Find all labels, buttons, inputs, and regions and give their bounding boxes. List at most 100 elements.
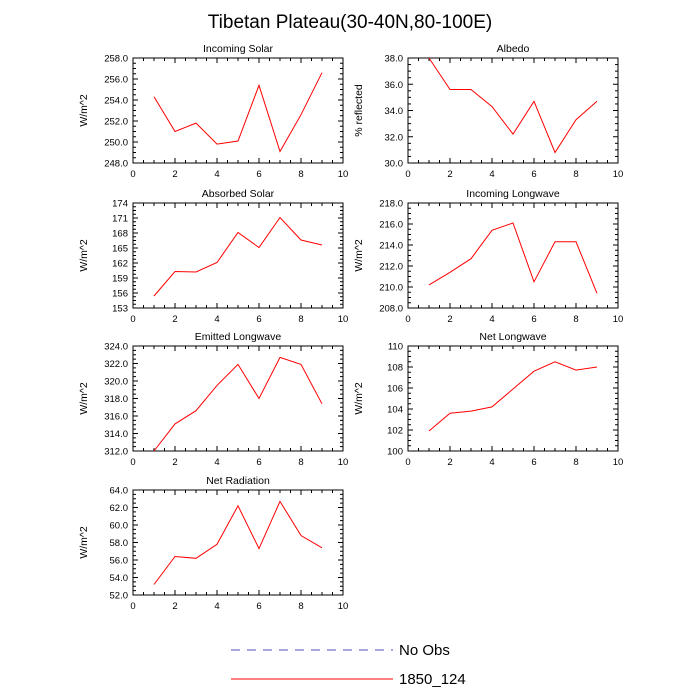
x-tick-label: 6 [531,169,536,180]
y-tick-label: 256.0 [104,75,128,86]
panel-emitted-longwave: Emitted Longwave W/m^2 0 2 4 6 8 10 312.0 314.0 31… [78,331,348,468]
x-tick-label: 4 [214,601,219,612]
series-line-1850-124 [153,216,323,297]
y-tick-label: 208.0 [379,304,403,315]
x-tick-label: 8 [573,457,578,468]
y-tick-label: 64.0 [110,486,129,497]
x-tick-label: 2 [172,169,177,180]
y-axis-label: W/m^2 [353,382,365,415]
x-tick-label: 10 [613,457,624,468]
panel-incoming-solar: Incoming Solar W/m^2 0 2 4 6 8 10 248.0 250.0 252.… [78,43,348,180]
x-tick-label: 0 [405,314,410,325]
y-tick-label: 324.0 [104,342,128,353]
y-tick-label: 218.0 [379,199,403,210]
panel-title: Net Radiation [206,475,270,487]
legend-label: No Obs [399,642,450,659]
y-tick-label: 252.0 [104,117,128,128]
x-tick-label: 0 [405,457,410,468]
y-tick-label: 168 [112,229,128,240]
x-tick-label: 6 [531,457,536,468]
panel-net-radiation: Net Radiation W/m^2 0 2 4 6 8 10 52.0 54.0 56.0 58.… [78,475,348,612]
y-tick-label: 156 [112,289,128,300]
x-tick-label: 8 [298,601,303,612]
y-tick-label: 102 [387,426,403,437]
y-tick-label: 248.0 [104,159,128,170]
x-tick-label: 6 [531,314,536,325]
plot-frame [407,345,619,452]
x-tick-label: 2 [447,314,452,325]
panel-title: Absorbed Solar [202,188,275,200]
legend-label: 1850_124 [399,671,466,688]
x-tick-label: 0 [130,169,135,180]
x-tick-label: 6 [256,169,261,180]
x-tick-label: 4 [489,457,494,468]
panel-absorbed-solar: Absorbed Solar W/m^2 0 2 4 6 8 10 153 156 159 162 16… [78,188,348,325]
panel-incoming-longwave: Incoming Longwave W/m^2 0 2 4 6 8 10 208.0 210.0 2… [353,188,623,325]
legend: No Obs 1850_124 [231,642,466,688]
x-tick-label: 8 [573,314,578,325]
y-axis-label: W/m^2 [78,382,90,415]
y-tick-label: 106 [387,384,403,395]
series-line-1850-124 [153,500,323,585]
y-tick-label: 174 [112,199,128,210]
series-line-1850-124 [428,361,598,432]
x-tick-label: 4 [489,314,494,325]
y-axis-label: W/m^2 [353,239,365,272]
plot-frame [132,345,344,452]
x-tick-label: 2 [447,169,452,180]
x-tick-label: 0 [130,457,135,468]
panel-title: Incoming Longwave [466,188,560,200]
y-tick-label: 34.0 [385,106,404,117]
y-tick-label: 210.0 [379,283,403,294]
y-tick-label: 214.0 [379,241,403,252]
x-tick-label: 8 [298,169,303,180]
series-line-1850-124 [153,356,323,452]
y-axis-label: W/m^2 [78,94,90,127]
panel-title: Emitted Longwave [195,331,282,343]
y-tick-label: 52.0 [110,591,129,602]
y-tick-label: 38.0 [385,54,404,65]
y-tick-label: 30.0 [385,159,404,170]
y-tick-label: 165 [112,244,128,255]
y-tick-label: 254.0 [104,96,128,107]
panel-albedo: Albedo % reflected 0 2 4 6 8 10 30.0 32.0 34.0 36.0… [353,43,623,180]
series-line-1850-124 [428,222,598,294]
x-tick-label: 8 [298,457,303,468]
panel-title: Albedo [497,43,530,55]
y-tick-label: 316.0 [104,412,128,423]
plot-frame [407,202,619,309]
x-tick-label: 4 [214,169,219,180]
y-tick-label: 318.0 [104,394,128,405]
y-tick-label: 314.0 [104,429,128,440]
y-tick-label: 100 [387,447,403,458]
y-axis-label: W/m^2 [78,526,90,559]
legend-item-1850-124: 1850_124 [231,671,466,688]
x-tick-label: 8 [298,314,303,325]
y-tick-label: 62.0 [110,503,129,514]
y-tick-label: 171 [112,214,128,225]
series-line-1850-124 [153,72,323,153]
x-tick-label: 2 [447,457,452,468]
series-line-1850-124 [428,57,598,154]
x-tick-label: 0 [130,601,135,612]
x-tick-label: 0 [130,314,135,325]
y-tick-label: 56.0 [110,556,129,567]
x-tick-label: 10 [613,169,624,180]
y-tick-label: 216.0 [379,220,403,231]
y-tick-label: 32.0 [385,132,404,143]
x-tick-label: 2 [172,314,177,325]
legend-item-no-obs: No Obs [231,642,450,659]
x-tick-label: 4 [214,457,219,468]
x-tick-label: 10 [338,169,349,180]
x-tick-label: 10 [613,314,624,325]
panel-title: Net Longwave [479,331,546,343]
x-tick-label: 10 [338,601,349,612]
y-tick-label: 212.0 [379,262,403,273]
y-tick-label: 104 [387,405,403,416]
y-tick-label: 320.0 [104,377,128,388]
y-tick-label: 250.0 [104,138,128,149]
y-tick-label: 162 [112,259,128,270]
y-tick-label: 36.0 [385,80,404,91]
x-tick-label: 8 [573,169,578,180]
